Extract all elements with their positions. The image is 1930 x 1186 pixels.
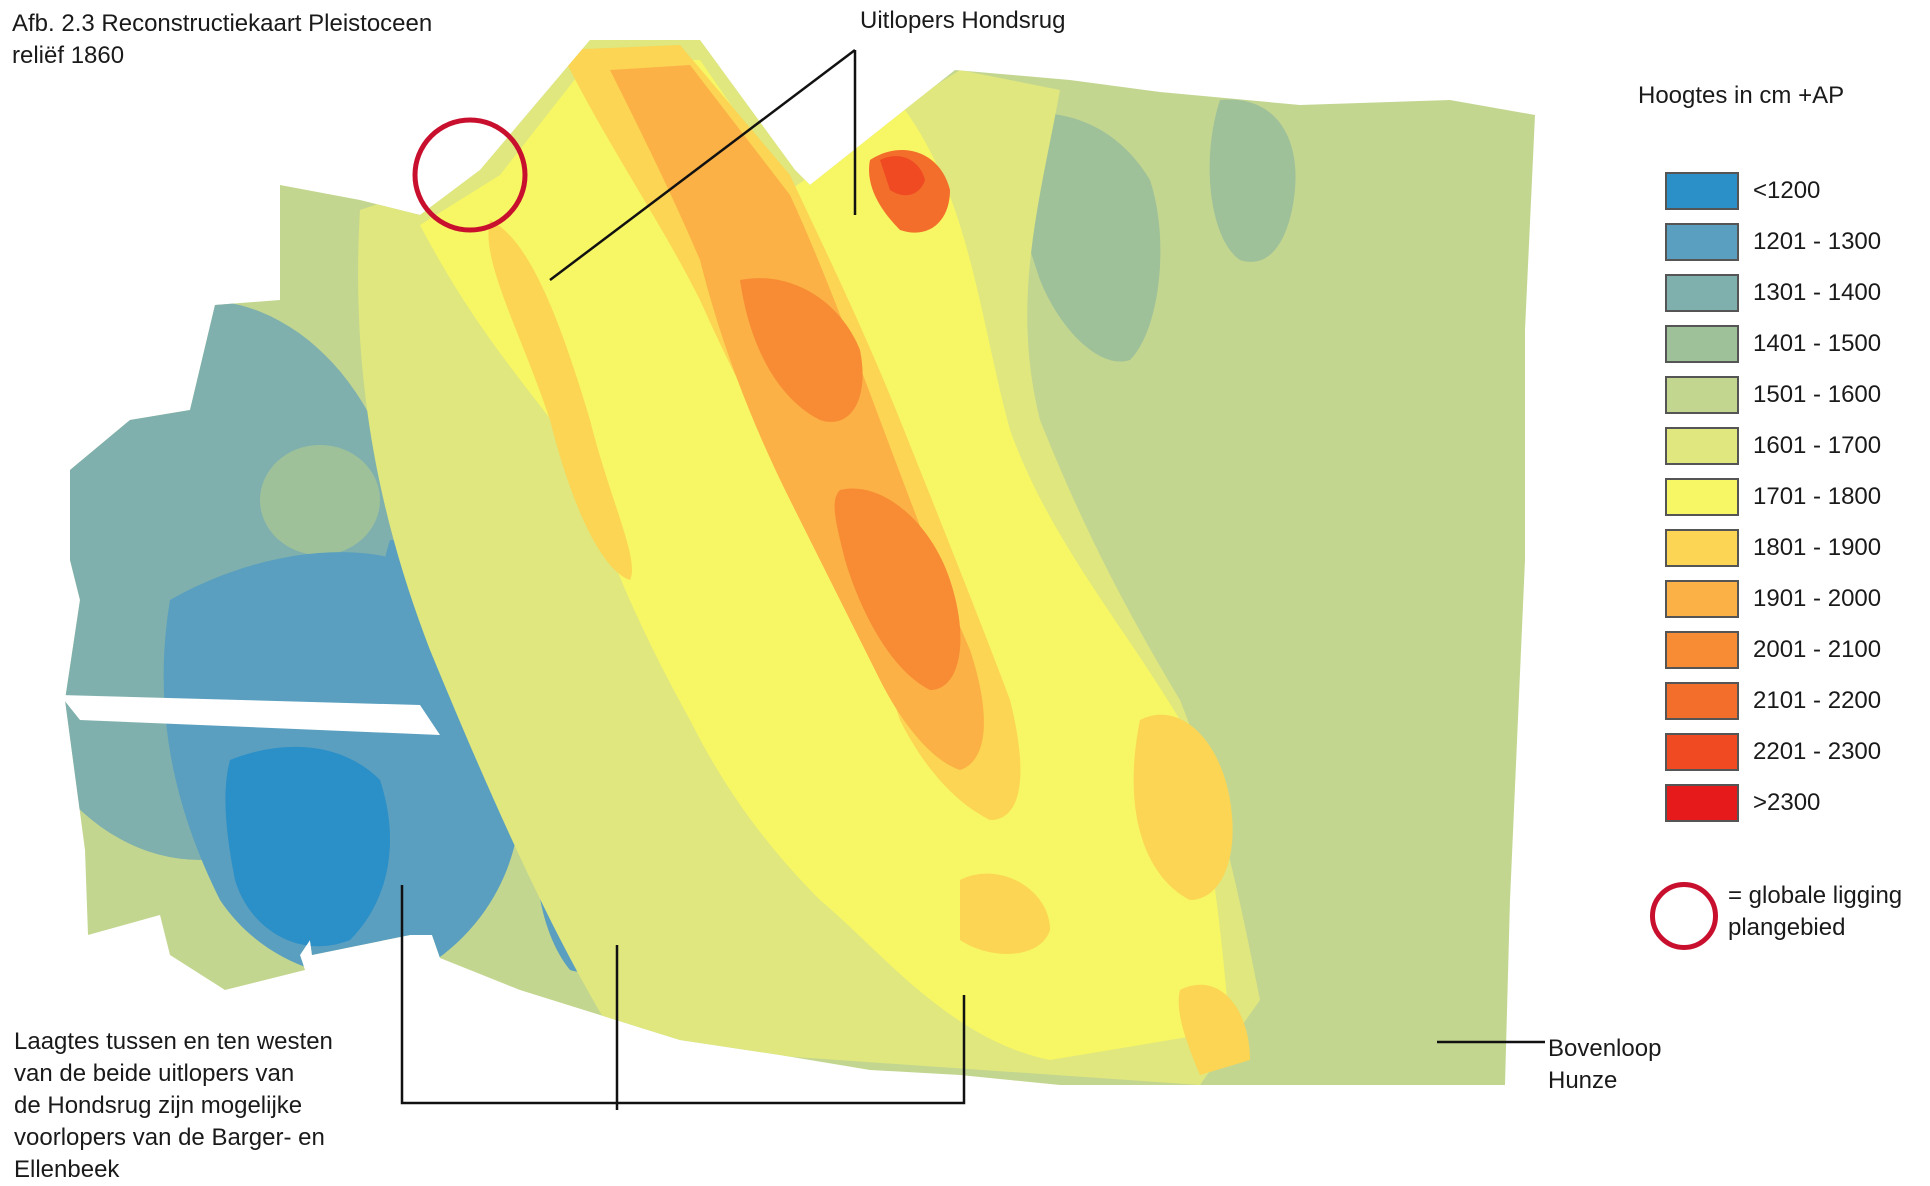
legend-item: <1200	[1665, 172, 1925, 212]
hunze-line-2: Hunze	[1548, 1067, 1618, 1094]
legend-item: 2201 - 2300	[1665, 733, 1925, 773]
figure-title: Afb. 2.3 Reconstructiekaart Pleistoceen …	[12, 8, 432, 72]
legend-swatch	[1665, 733, 1739, 771]
legend-title: Hoogtes in cm +AP	[1638, 82, 1845, 109]
legend-label: 1701 - 1800	[1753, 483, 1882, 510]
legend-item: >2300	[1665, 784, 1925, 824]
legend-label: 1601 - 1700	[1753, 432, 1882, 459]
legend-label: 1501 - 1600	[1753, 381, 1882, 408]
laagtes-line-5: Ellenbeek	[14, 1156, 120, 1183]
circle-key-line-1: = globale ligging	[1728, 882, 1903, 909]
legend-label: >2300	[1753, 789, 1821, 816]
laagtes-line-2: van de beide uitlopers van	[14, 1060, 295, 1087]
legend-item: 2101 - 2200	[1665, 682, 1925, 722]
legend-swatch	[1665, 376, 1739, 414]
annotation-hondsrug: Uitlopers Hondsrug	[860, 7, 1066, 34]
legend-swatch	[1665, 274, 1739, 312]
circle-key-line-2: plangebied	[1728, 914, 1846, 941]
laagtes-line-1: Laagtes tussen en ten westen	[14, 1028, 333, 1055]
legend-label: 1801 - 1900	[1753, 534, 1882, 561]
legend-label: <1200	[1753, 177, 1821, 204]
annotation-hunze: Bovenloop Hunze	[1548, 1033, 1661, 1097]
legend-swatch	[1665, 784, 1739, 822]
legend-label: 2201 - 2300	[1753, 738, 1882, 765]
legend-swatch	[1665, 325, 1739, 363]
legend-item: 1801 - 1900	[1665, 529, 1925, 569]
legend-swatch	[1665, 427, 1739, 465]
legend-label: 2101 - 2200	[1753, 687, 1882, 714]
legend-label: 2001 - 2100	[1753, 636, 1882, 663]
laagtes-line-3: de Hondsrug zijn mogelijke	[14, 1092, 303, 1119]
laagtes-line-4: voorlopers van de Barger- en	[14, 1124, 325, 1151]
legend-label: 1401 - 1500	[1753, 330, 1882, 357]
annotation-laagtes: Laagtes tussen en ten westen van de beid…	[14, 1026, 333, 1186]
legend-swatch	[1665, 631, 1739, 669]
legend-label: 1201 - 1300	[1753, 228, 1882, 255]
legend-swatch	[1665, 529, 1739, 567]
plangebied-circle-icon	[1650, 882, 1718, 950]
legend-item: 1201 - 1300	[1665, 223, 1925, 263]
legend-item: 1501 - 1600	[1665, 376, 1925, 416]
circle-key-label: = globale ligging plangebied	[1728, 880, 1902, 944]
legend-swatch	[1665, 172, 1739, 210]
legend-item: 1901 - 2000	[1665, 580, 1925, 620]
legend-swatch	[1665, 223, 1739, 261]
figure-title-line2: reliëf 1860	[12, 42, 125, 69]
legend-item: 1701 - 1800	[1665, 478, 1925, 518]
legend-item: 1601 - 1700	[1665, 427, 1925, 467]
legend-swatch	[1665, 580, 1739, 618]
figure-title-line1: Afb. 2.3 Reconstructiekaart Pleistoceen	[12, 10, 433, 37]
legend-swatch	[1665, 478, 1739, 516]
legend-item: 2001 - 2100	[1665, 631, 1925, 671]
hunze-line-1: Bovenloop	[1548, 1035, 1662, 1062]
legend-label: 1901 - 2000	[1753, 585, 1882, 612]
legend-label: 1301 - 1400	[1753, 279, 1882, 306]
legend-item: 1401 - 1500	[1665, 325, 1925, 365]
legend-item: 1301 - 1400	[1665, 274, 1925, 314]
legend-swatch	[1665, 682, 1739, 720]
